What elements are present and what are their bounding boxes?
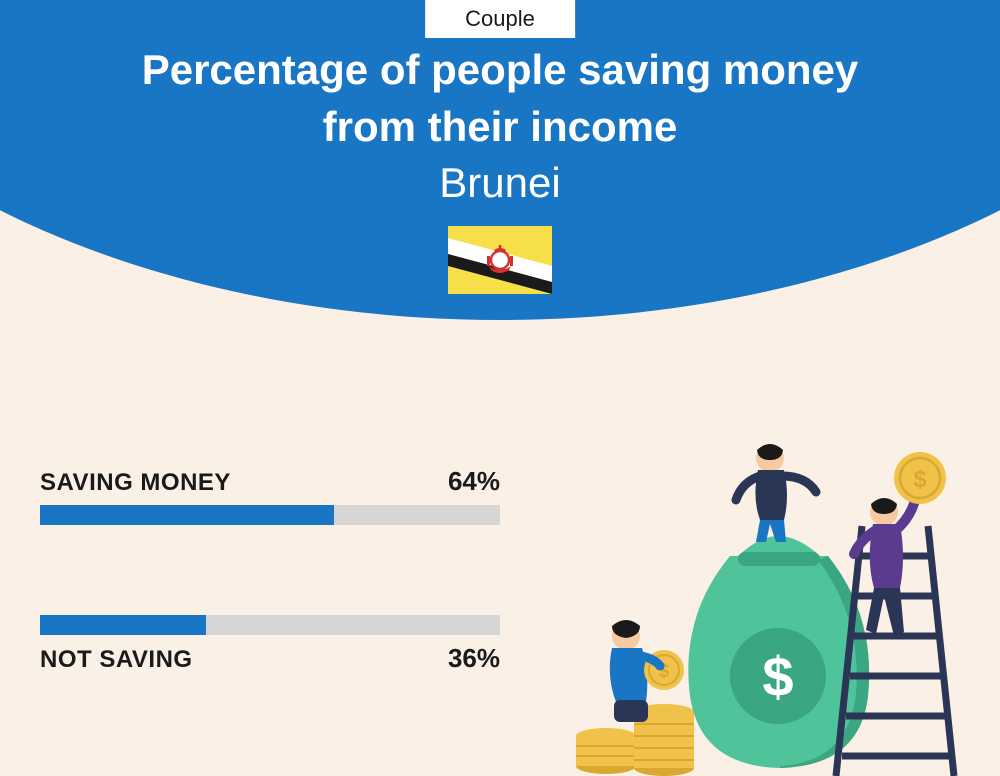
category-badge-label: Couple <box>465 6 535 31</box>
bar-labels: NOT SAVING 36% <box>40 643 500 674</box>
bar-track <box>40 505 500 525</box>
bar-value: 36% <box>448 643 500 674</box>
coin-stack-icon <box>576 728 636 774</box>
country-flag <box>448 226 552 294</box>
bars-section: SAVING MONEY 64% NOT SAVING 36% <box>40 466 500 764</box>
svg-text:$: $ <box>913 466 927 493</box>
bar-label: SAVING MONEY <box>40 469 231 497</box>
bar-fill <box>40 615 206 635</box>
bar-row-notsaving: NOT SAVING 36% <box>40 615 500 674</box>
person-top-icon <box>736 444 816 542</box>
title-line1: Percentage of people saving money <box>0 42 1000 99</box>
bar-value: 64% <box>448 466 500 497</box>
bar-labels: SAVING MONEY 64% <box>40 466 500 497</box>
title-block: Percentage of people saving money from t… <box>0 42 1000 207</box>
title-line2: from their income <box>0 99 1000 156</box>
bar-row-saving: SAVING MONEY 64% <box>40 466 500 525</box>
category-badge: Couple <box>425 0 575 38</box>
title-country: Brunei <box>0 159 1000 207</box>
bar-track <box>40 615 500 635</box>
svg-text:$: $ <box>762 645 793 708</box>
savings-illustration: $ $ $ <box>560 416 980 776</box>
bar-label: NOT SAVING <box>40 646 193 674</box>
bar-fill <box>40 505 334 525</box>
